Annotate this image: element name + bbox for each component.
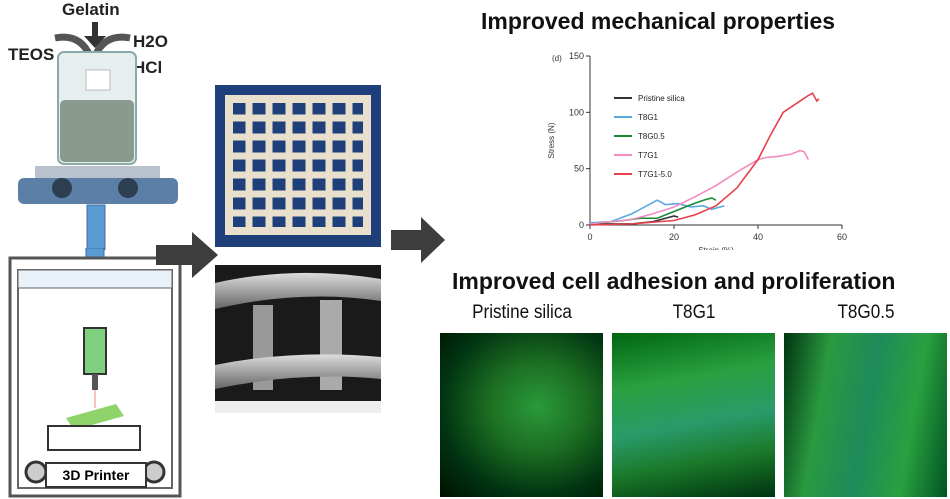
syringe-icon [83,327,107,375]
stirrer-beaker-illustration [18,22,178,250]
down-arrow-icon [84,22,106,48]
stress-strain-chart: 0 20 40 60 0 50 100 150 Strain (%) Stress (N) (d) P… [547,51,847,250]
hcl-label: HCl [133,58,163,77]
legend-label: T8G1 [638,113,659,122]
hotplate-icon [18,178,178,204]
cell-label-t8g1: T8G1 [672,302,716,323]
printer-label: 3D Printer [45,462,147,488]
blue-arrow-icon [86,204,106,250]
legend-label: T7G1 [638,151,659,160]
cell-image-t8g1 [612,333,775,497]
cell-title: Improved cell adhesion and proliferation [452,268,896,294]
x-tick-label: 0 [587,232,592,242]
cell-label-pristine: Pristine silica [472,302,572,323]
y-tick-label: 50 [574,164,584,174]
right-arrow-icon [156,232,218,278]
legend-label: T7G1-5.0 [638,170,672,179]
x-tick-label: 20 [669,232,679,242]
series-line-t8g1 [589,199,725,224]
y-axis-label: Stress (N) [547,122,556,158]
teos-label: TEOS [8,45,55,64]
mechanical-title: Improved mechanical properties [481,8,836,34]
series-line-t7g1 [589,149,810,225]
sem-image [215,265,381,413]
cell-image-t8g05 [784,333,947,497]
scaffold-photo [215,85,381,247]
x-tick-label: 60 [837,232,847,242]
y-tick-label: 0 [579,220,584,230]
y-tick-label: 100 [569,107,584,117]
right-arrow-icon [391,217,445,263]
h2o-label: H2O [133,32,168,51]
legend-label: Pristine silica [638,94,685,103]
y-tick-label: 150 [569,51,584,61]
3d-printer-illustration [8,248,182,498]
gelatin-label: Gelatin [62,0,120,19]
cell-label-t8g05: T8G0.5 [837,302,895,323]
printed-scaffold-icon [66,404,124,430]
x-axis-label: Strain (%) [698,246,734,250]
series-line-t7g1-5-0 [589,92,820,226]
legend-label: T8G0.5 [638,132,665,141]
panel-label: (d) [552,54,562,63]
x-tick-label: 40 [753,232,763,242]
cell-image-pristine [440,333,603,497]
